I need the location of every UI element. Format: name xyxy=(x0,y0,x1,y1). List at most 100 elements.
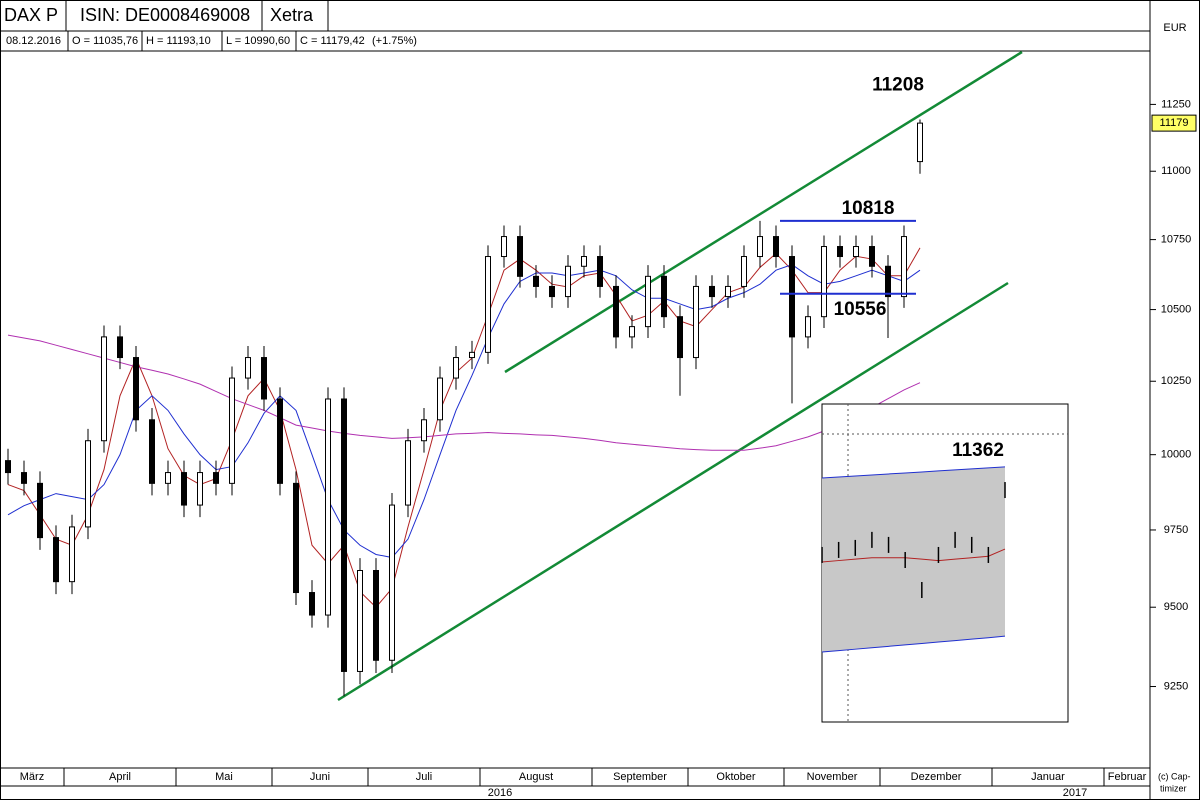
candle-body xyxy=(597,256,603,287)
candle-body xyxy=(901,236,907,298)
candle-body xyxy=(517,236,523,277)
candle-body xyxy=(837,246,843,258)
y-tick-label: 10500 xyxy=(1161,303,1192,315)
candle-body xyxy=(613,285,619,338)
candle-body xyxy=(469,351,475,359)
y-tick-label: 10750 xyxy=(1161,234,1192,246)
x-tick-label: Februar xyxy=(1108,771,1147,783)
isin: ISIN: DE0008469008 xyxy=(80,5,250,25)
candle-body xyxy=(421,419,427,442)
target-label: 11208 xyxy=(872,75,924,96)
candle-body xyxy=(21,472,27,484)
copyright: (c) Cap- xyxy=(1158,771,1191,781)
moving-average xyxy=(7,264,921,559)
candle-body xyxy=(805,316,811,338)
candle-body xyxy=(917,122,923,163)
copyright: timizer xyxy=(1160,783,1187,793)
candle-body xyxy=(101,336,107,442)
band-lower xyxy=(821,635,1006,653)
currency: EUR xyxy=(1163,22,1186,34)
candle-body xyxy=(741,256,747,287)
last-price-label: 11179 xyxy=(1160,117,1189,129)
y-tick-label: 10250 xyxy=(1161,375,1192,387)
last-price-box xyxy=(1151,114,1197,132)
candle-body xyxy=(133,357,139,421)
level-label: 10818 xyxy=(842,198,895,219)
candle-body xyxy=(293,482,299,594)
main-plot: 10818 10556 11208 xyxy=(5,50,1023,702)
candle-body xyxy=(645,275,651,328)
x-tick-label: Juli xyxy=(416,771,433,783)
candle-body xyxy=(453,357,459,379)
year-label: 2017 xyxy=(1063,787,1087,799)
candle-body xyxy=(389,504,395,661)
candle-body xyxy=(245,357,251,379)
average-line xyxy=(821,548,1006,563)
moving-average xyxy=(7,247,921,608)
band-label: 11362 xyxy=(952,440,1004,461)
x-tick-label: Oktober xyxy=(716,771,755,783)
moving-average xyxy=(7,334,921,451)
candle-body xyxy=(501,236,507,258)
y-tick-label: 9500 xyxy=(1164,601,1188,613)
x-tick-label: Mai xyxy=(215,771,233,783)
x-tick-label: April xyxy=(109,771,131,783)
candle-body xyxy=(69,526,75,583)
candle-body xyxy=(117,336,123,359)
level-label: 10556 xyxy=(834,299,887,320)
candle-body xyxy=(357,570,363,672)
candle-body xyxy=(821,246,827,318)
candle-body xyxy=(5,460,11,474)
candle-body xyxy=(773,236,779,258)
y-tick-label: 9750 xyxy=(1164,524,1188,536)
candle-body xyxy=(789,256,795,338)
x-tick-label: Juni xyxy=(310,771,330,783)
y-tick-label: 10000 xyxy=(1161,449,1192,461)
candle-body xyxy=(661,275,667,318)
quote-field: O = 11035,76 xyxy=(72,35,138,47)
quote-field: H = 11193,10 xyxy=(146,35,211,47)
candle-body xyxy=(485,256,491,353)
candle-body xyxy=(405,440,411,506)
exchange: Xetra xyxy=(270,5,314,25)
band-area xyxy=(822,466,1005,653)
x-tick-label: November xyxy=(807,771,858,783)
candle-body xyxy=(53,537,59,583)
quote-row: 08.12.2016 O = 11035,76 H = 11193,10 L = 10… xyxy=(6,31,417,51)
trend-channel xyxy=(504,50,1023,374)
y-tick-label: 11250 xyxy=(1161,98,1191,110)
y-tick-label: 9250 xyxy=(1164,680,1188,692)
candle-body xyxy=(213,472,219,484)
candle-body xyxy=(197,472,203,506)
candle-body xyxy=(325,398,331,616)
instrument: DAX P xyxy=(4,5,58,25)
candle-body xyxy=(261,357,267,400)
candle-body xyxy=(309,592,315,616)
x-tick-label: Januar xyxy=(1031,771,1065,783)
candle-body xyxy=(229,377,235,484)
candle-body xyxy=(37,482,43,539)
candle-body xyxy=(85,440,91,528)
candle-body xyxy=(533,275,539,287)
quote-field: (+1.75%) xyxy=(372,35,417,47)
candle-body xyxy=(885,265,891,298)
candle-body xyxy=(165,472,171,484)
candle-body xyxy=(181,472,187,506)
x-tick-label: September xyxy=(613,771,667,783)
quote-field: 08.12.2016 xyxy=(6,35,61,47)
candle-body xyxy=(869,246,875,267)
candle-body xyxy=(549,285,555,298)
candle-body xyxy=(341,398,347,672)
candle-body xyxy=(565,265,571,298)
candle-body xyxy=(853,246,859,258)
candle-body xyxy=(693,285,699,359)
candle-body xyxy=(581,256,587,267)
year-label: 2016 xyxy=(488,787,512,799)
trend-channel xyxy=(337,281,1009,702)
candle-body xyxy=(725,285,731,298)
candle-body xyxy=(629,326,635,338)
x-tick-label: Dezember xyxy=(911,771,962,783)
inset: 11362 xyxy=(821,403,1069,723)
candle-body xyxy=(373,570,379,661)
candle-body xyxy=(677,316,683,359)
